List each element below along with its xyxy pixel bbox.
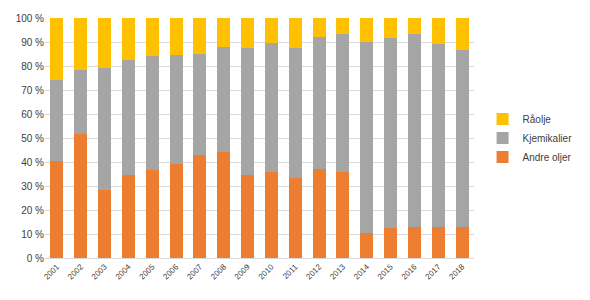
svg-text:0 %: 0 % (27, 253, 44, 264)
svg-text:2005: 2005 (138, 262, 157, 281)
svg-text:50 %: 50 % (21, 133, 44, 144)
svg-text:2010: 2010 (257, 262, 276, 281)
svg-text:90 %: 90 % (21, 37, 44, 48)
svg-text:2007: 2007 (185, 262, 204, 281)
svg-text:2014: 2014 (352, 262, 371, 281)
svg-text:2012: 2012 (304, 262, 323, 281)
svg-text:2015: 2015 (376, 262, 395, 281)
svg-text:2008: 2008 (209, 262, 228, 281)
svg-text:2006: 2006 (161, 262, 180, 281)
svg-text:Kjemikalier: Kjemikalier (523, 133, 573, 144)
svg-text:2016: 2016 (400, 262, 419, 281)
svg-text:Råolje: Råolje (523, 114, 552, 125)
svg-text:2017: 2017 (424, 262, 443, 281)
svg-text:30 %: 30 % (21, 181, 44, 192)
svg-text:2013: 2013 (328, 262, 347, 281)
svg-text:Andre oljer: Andre oljer (523, 152, 572, 163)
svg-text:10 %: 10 % (21, 229, 44, 240)
svg-text:40 %: 40 % (21, 157, 44, 168)
svg-text:2018: 2018 (447, 262, 466, 281)
svg-text:2001: 2001 (42, 262, 61, 281)
svg-text:2011: 2011 (281, 262, 300, 281)
svg-text:2003: 2003 (90, 262, 109, 281)
svg-text:2002: 2002 (66, 262, 85, 281)
svg-text:2004: 2004 (114, 262, 133, 281)
svg-text:20 %: 20 % (21, 205, 44, 216)
svg-text:80 %: 80 % (21, 61, 44, 72)
svg-text:2009: 2009 (233, 262, 252, 281)
svg-text:70 %: 70 % (21, 85, 44, 96)
svg-text:60 %: 60 % (21, 109, 44, 120)
svg-text:100 %: 100 % (16, 13, 44, 24)
